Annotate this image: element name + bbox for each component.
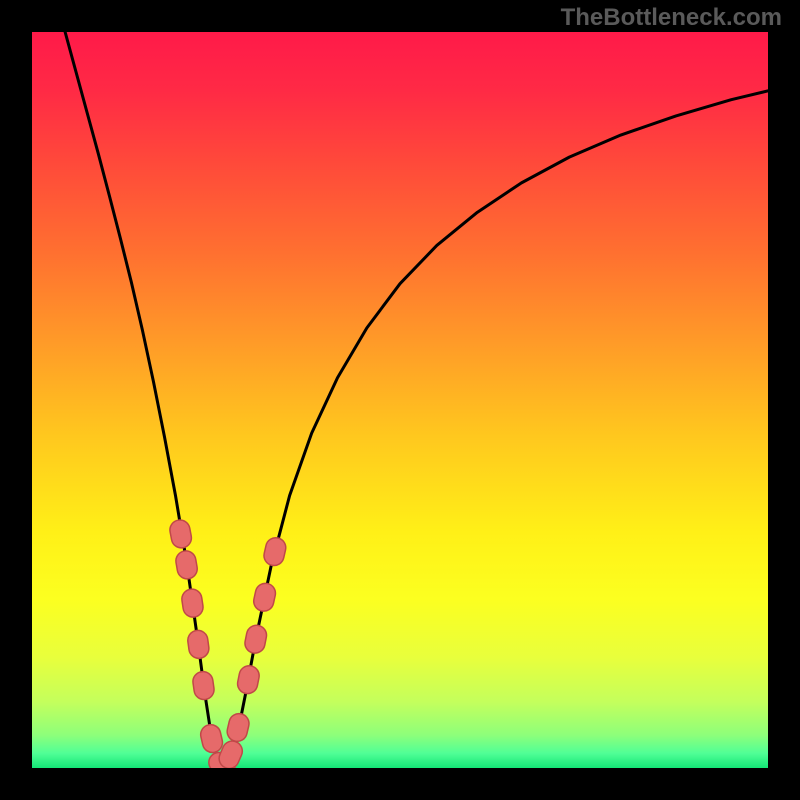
bottleneck-chart: TheBottleneck.com: [0, 0, 800, 800]
plot-area: [32, 32, 768, 768]
chart-svg: [32, 32, 768, 768]
watermark-label: TheBottleneck.com: [561, 4, 782, 32]
